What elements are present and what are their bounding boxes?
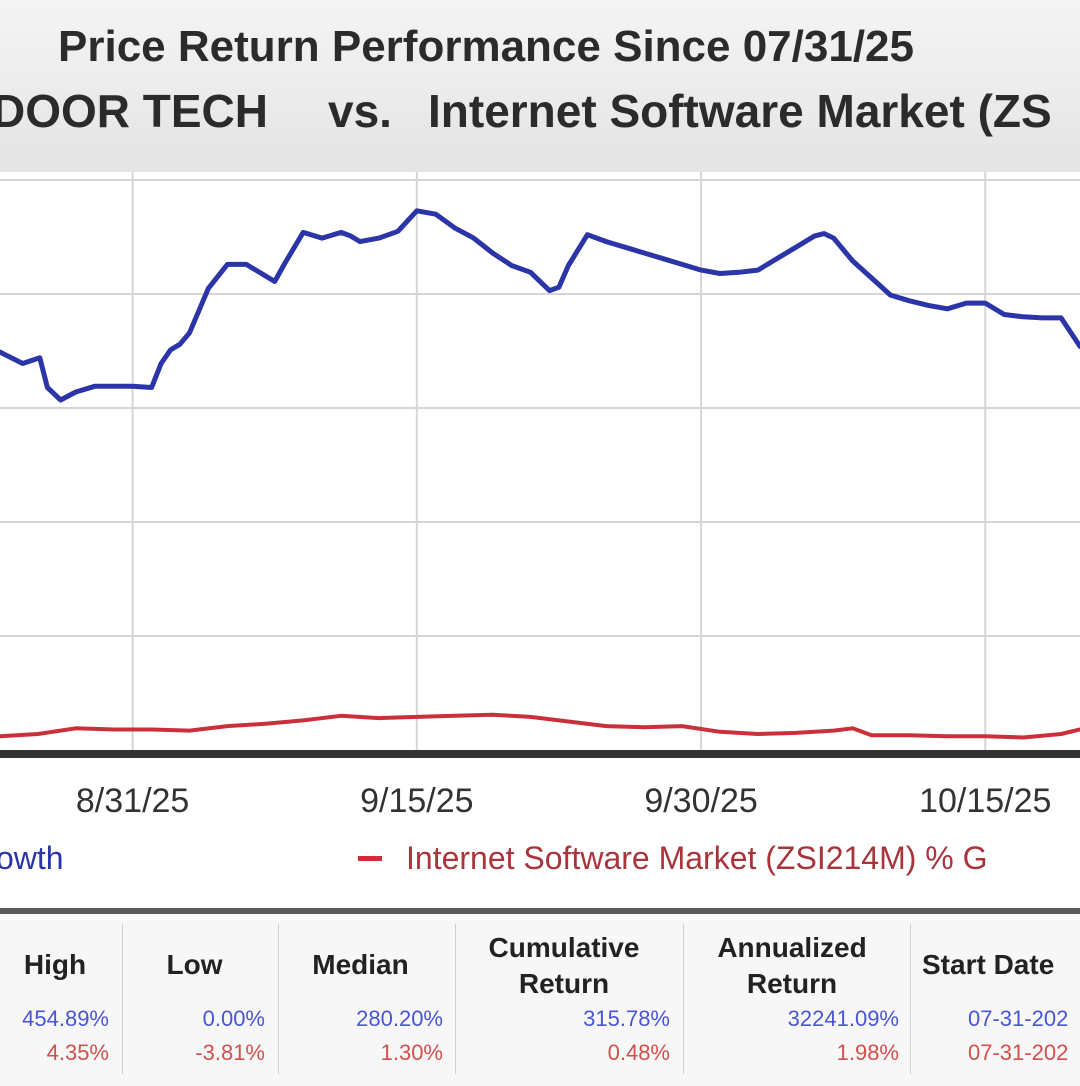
stats-table: High Low Median Cumulative Return Annual…: [0, 908, 1080, 1086]
market-high: 4.35%: [46, 1040, 109, 1065]
header-low: Low: [166, 949, 223, 980]
header-high: High: [23, 949, 87, 980]
stock-series-line: [0, 208, 1080, 403]
column-divider: [910, 924, 911, 1074]
header-cumulative-return: Cumulative Return: [488, 932, 640, 999]
plot-background: [0, 172, 1080, 750]
market-low: -3.81%: [195, 1040, 265, 1065]
stock-name: DOOR TECH: [0, 85, 268, 137]
header-start-date: Start Date: [922, 949, 1055, 980]
stock-median: 280.20%: [356, 1006, 443, 1031]
vs-label: vs.: [328, 85, 392, 137]
stock-low: 0.00%: [202, 1006, 265, 1031]
market-median: 1.30%: [380, 1040, 443, 1065]
market-start-date: 07-31-202: [968, 1040, 1069, 1065]
x-tick-label: 8/31/25: [75, 782, 190, 820]
stock-annualized-return: 32241.09%: [787, 1006, 899, 1031]
market-cumulative-return: 0.48%: [607, 1040, 670, 1065]
column-divider: [278, 924, 279, 1074]
column-divider: [683, 924, 684, 1074]
market-annualized-return: 1.98%: [836, 1040, 899, 1065]
x-tick-label: 10/15/25: [919, 782, 1052, 820]
header-annualized-return: Annualized Return: [717, 932, 867, 999]
header-median: Median: [312, 949, 409, 980]
legend-market-label: Internet Software Market (ZSI214M) % G: [406, 840, 988, 876]
stock-cumulative-return: 315.78%: [583, 1006, 670, 1031]
market-title: Internet Software Market (ZS: [428, 85, 1052, 137]
stock-start-date: 07-31-202: [968, 1006, 1069, 1031]
chart-header: Price Return Performance Since 07/31/25 …: [0, 0, 1080, 172]
stock-high: 454.89%: [22, 1006, 109, 1031]
column-divider: [122, 924, 123, 1074]
chart-plot-area: [0, 172, 1080, 758]
legend-market-marker: [358, 856, 382, 861]
x-tick-label: 9/15/25: [360, 782, 474, 820]
market-series-line: [0, 712, 1080, 740]
x-axis-baseline: [0, 750, 1080, 758]
x-tick-label: 9/30/25: [644, 782, 758, 820]
chart-title: Price Return Performance Since 07/31/25: [58, 22, 914, 71]
legend-stock-label: owth: [0, 840, 64, 876]
column-divider: [455, 924, 456, 1074]
